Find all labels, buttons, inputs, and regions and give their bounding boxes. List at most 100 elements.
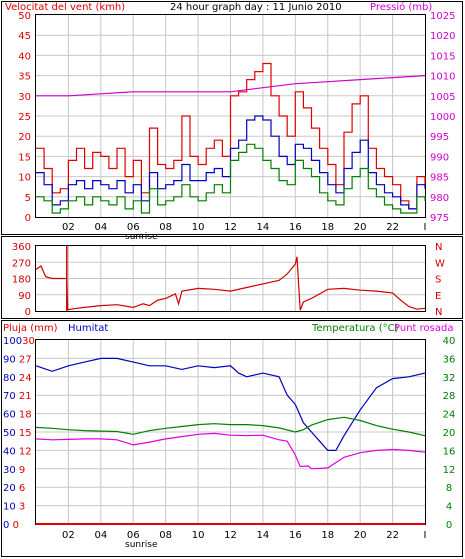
temperature-y-tick: 4 <box>446 502 452 513</box>
x-tick-label: 02 <box>62 530 75 541</box>
x-tick-label: 02 <box>62 222 75 233</box>
compass-tick: N <box>435 307 442 318</box>
graph-title: 24 hour graph day : 11 Junio 2010 <box>170 2 342 13</box>
temperature-y-tick: 20 <box>443 428 456 439</box>
direction-y-tick: 180 <box>12 275 31 286</box>
rain-humidity-y-tick: 30 9 <box>3 465 25 476</box>
wind-average-series <box>36 115 426 210</box>
sunrise-label-top: sunrise <box>125 232 158 242</box>
pressure-y-tick: 1015 <box>430 51 455 62</box>
x-tick-label: 22 <box>386 222 399 233</box>
pressure-axis-title: Pressió (mb) <box>370 1 432 13</box>
wind-y-tick: 10 <box>18 173 31 184</box>
temperature-y-tick: 24 <box>443 410 456 421</box>
pressure-y-tick: 1025 <box>430 11 455 22</box>
rain-humidity-y-tick: 50 15 <box>3 428 32 439</box>
compass-tick: E <box>435 291 441 302</box>
compass-tick: S <box>435 275 441 286</box>
temperature-y-tick: 0 <box>446 520 452 531</box>
dewpoint-axis-title: Punt rosada <box>394 323 453 334</box>
rain-y-tick: 21 <box>19 391 32 402</box>
x-tick-label: 14 <box>257 530 270 541</box>
x-tick-label: 06 <box>127 530 140 541</box>
humidity-y-tick: 90 <box>3 354 16 365</box>
temperature-series <box>35 416 426 437</box>
middle-section-border <box>1 236 463 319</box>
wind-y-tick-labels: 0 5 10 15 20 25 30 35 40 45 50 <box>18 11 31 224</box>
wind-y-tick: 15 <box>18 152 31 163</box>
temperature-y-tick: 36 <box>443 354 456 365</box>
x-tick-label: 20 <box>354 530 367 541</box>
rain-humidity-y-tick: 10030 <box>3 336 35 347</box>
rain-y-tick: 0 <box>13 520 19 531</box>
top-x-tick-labels: 02 04 06 08 10 12 14 16 18 20 22 I <box>62 222 426 233</box>
pressure-y-tick: 990 <box>430 152 449 163</box>
wind-y-tick: 40 <box>18 51 31 62</box>
wind-minimum-series <box>36 143 426 214</box>
rain-humidity-y-tick: 90 27 <box>3 354 32 365</box>
pressure-y-tick: 1000 <box>430 112 455 123</box>
humidity-temp-series <box>35 357 426 525</box>
rain-y-tick: 24 <box>19 373 32 384</box>
wind-gust-series <box>36 62 426 210</box>
rain-humidity-y-tick: 70 21 <box>3 391 32 402</box>
x-tick-label: I <box>424 222 427 233</box>
temperature-y-tick-labels: 0 4 8 12 16 20 24 28 32 36 40 <box>443 336 456 531</box>
bottom-section-border <box>1 320 463 557</box>
x-tick-label: 04 <box>94 222 107 233</box>
pressure-y-tick: 1005 <box>430 92 455 103</box>
humidity-y-tick: 70 <box>3 391 16 402</box>
wind-axis-title: Velocitat del vent (kmh) <box>5 2 125 13</box>
wind-direction-series <box>35 256 426 311</box>
wind-y-tick: 25 <box>18 112 31 123</box>
humidity-y-tick: 100 <box>3 336 22 347</box>
x-tick-label: 16 <box>289 222 302 233</box>
humidity-y-tick: 60 <box>3 410 16 421</box>
wind-y-tick: 45 <box>18 31 31 42</box>
x-tick-label: 06 <box>127 222 140 233</box>
wind-y-tick: 5 <box>25 193 31 204</box>
wind-y-tick: 0 <box>25 213 31 224</box>
humidity-y-tick: 40 <box>3 446 16 457</box>
pressure-y-tick-labels: 975 980 985 990 995 1000 1005 1010 1015 1020 1025 <box>430 11 455 224</box>
top-section-border <box>1 1 463 235</box>
rain-y-tick: 3 <box>19 502 25 513</box>
humidity-temp-grid <box>36 340 425 524</box>
rain-humidity-y-tick: 0 0 <box>3 520 19 531</box>
humidity-series <box>35 357 426 451</box>
direction-series <box>35 246 426 311</box>
x-tick-label: 10 <box>192 222 205 233</box>
wind-y-tick: 20 <box>18 132 31 143</box>
direction-y-tick: 270 <box>12 258 31 269</box>
pressure-y-tick: 980 <box>430 193 449 204</box>
rain-y-tick: 18 <box>19 410 32 421</box>
bottom-x-tick-labels: 02 04 06 08 10 12 14 16 18 20 22 I <box>62 530 426 541</box>
humidity-y-tick: 20 <box>3 483 16 494</box>
x-tick-label: 08 <box>159 222 172 233</box>
rain-y-tick: 6 <box>19 483 25 494</box>
temperature-axis-title: Temperatura (°C) <box>311 323 399 334</box>
temperature-y-tick: 8 <box>446 483 452 494</box>
x-tick-label: 04 <box>94 530 107 541</box>
x-tick-label: 20 <box>354 222 367 233</box>
rain-y-tick: 9 <box>19 465 25 476</box>
x-tick-label: 22 <box>386 530 399 541</box>
x-tick-label: 12 <box>224 222 237 233</box>
humidity-y-tick: 0 <box>3 520 9 531</box>
x-tick-label: 18 <box>321 530 334 541</box>
rain-y-tick: 27 <box>19 354 32 365</box>
pressure-y-tick: 1010 <box>430 72 455 83</box>
humidity-y-tick: 50 <box>3 428 16 439</box>
sunrise-label-bottom: sunrise <box>125 540 158 550</box>
rain-axis-title: Pluja (mm) <box>3 323 58 334</box>
temperature-y-tick: 16 <box>443 446 456 457</box>
wind-y-tick: 50 <box>18 11 31 22</box>
compass-tick: W <box>435 258 445 269</box>
wind-y-tick: 30 <box>18 92 31 103</box>
x-tick-label: 16 <box>289 530 302 541</box>
humidity-y-tick: 10 <box>3 502 16 513</box>
temperature-y-tick: 32 <box>443 373 456 384</box>
